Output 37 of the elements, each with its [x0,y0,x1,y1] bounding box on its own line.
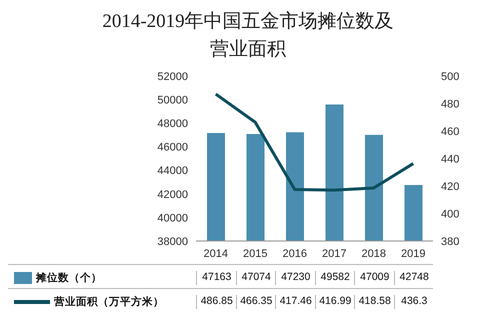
x-tick-label: 2019 [401,248,426,260]
data-label: 47230 [275,271,316,285]
chart-title: 2014-2019年中国五金市场摊位数及营业面积 [101,10,395,62]
y2-tick-label: 480 [441,98,460,110]
data-label: 486.85 [196,295,236,309]
data-label: 47163 [196,271,236,285]
x-tick-label: 2017 [322,248,346,260]
y2-tick-label: 440 [441,153,460,166]
y-tick-label: 38000 [157,236,188,248]
legend-label: 摊位数（个） [36,271,102,285]
data-label: 416.99 [314,295,355,309]
x-tick-label: 2018 [362,248,386,260]
y2-tick-label: 500 [441,70,460,83]
data-label: 436.3 [394,295,434,309]
data-label: 47074 [236,271,276,285]
x-tick-label: 2016 [282,248,307,260]
data-label: 418.58 [354,295,394,309]
y2-tick-label: 460 [441,126,460,138]
x-tick-label: 2014 [204,248,228,260]
y-tick-label: 46000 [157,142,188,154]
y2-tick-label: 380 [441,236,460,248]
y-tick-label: 40000 [157,212,188,224]
x-tick-label: 2015 [243,248,268,260]
data-label: 49582 [314,271,355,285]
y-tick-label: 52000 [157,70,188,83]
y2-tick-label: 400 [441,208,460,220]
y-tick-label: 42000 [157,188,188,201]
data-label: 47009 [354,271,394,285]
y-tick-label: 44000 [157,165,188,178]
y-tick-label: 48000 [157,118,188,130]
line-series [214,92,415,192]
legend-label: 营业面积（万平方米） [54,295,164,309]
data-label: 417.46 [275,295,316,309]
y2-tick-label: 420 [441,180,460,193]
data-label: 466.35 [236,295,276,309]
data-label: 42748 [394,271,434,285]
y-tick-label: 50000 [157,94,188,106]
